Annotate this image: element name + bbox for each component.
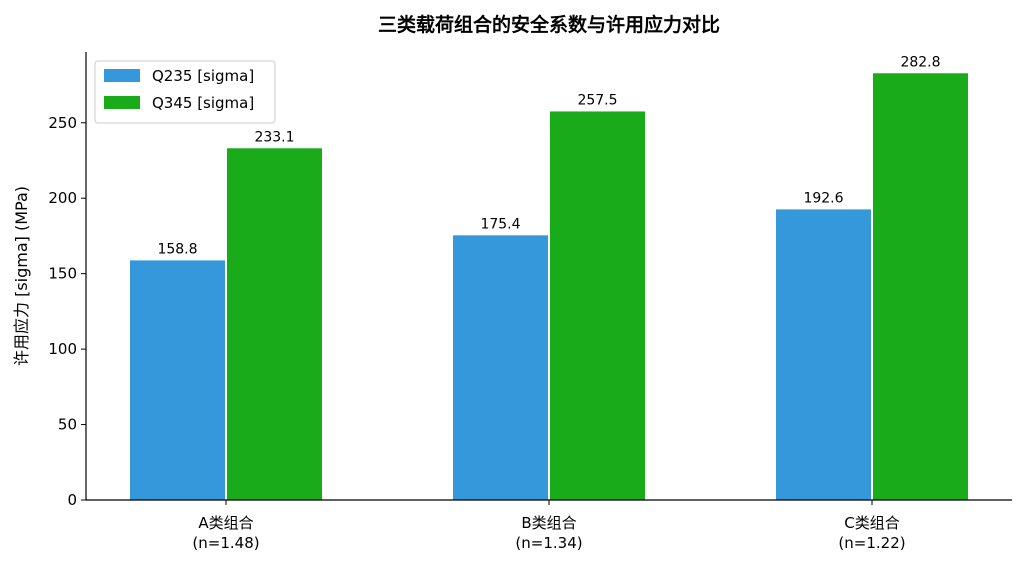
y-tick-label: 50 — [58, 416, 77, 434]
x-tick-label: (n=1.22) — [838, 534, 905, 552]
bar-series-1-3 — [776, 209, 871, 501]
bar-series-2-2 — [550, 111, 645, 501]
y-tick-label: 250 — [48, 114, 77, 132]
value-labels: 158.8 175.4 192.6 233.1 257.5 282.8 — [157, 54, 940, 257]
legend-swatch-1 — [104, 69, 140, 82]
x-tick-label: (n=1.34) — [515, 534, 582, 552]
y-tick-label: 150 — [48, 265, 77, 283]
legend-label-2: Q345 [sigma] — [152, 94, 254, 112]
y-tick-label: 200 — [48, 189, 77, 207]
y-tick-label: 100 — [48, 340, 77, 358]
bar-series-2-1 — [227, 148, 322, 500]
chart-title: 三类载荷组合的安全系数与许用应力对比 — [378, 13, 720, 36]
bars — [130, 73, 968, 501]
y-tick-label: 0 — [67, 491, 77, 509]
y-axis-label: 许用应力 [sigma] (MPa) — [12, 186, 31, 366]
value-label-series-1-3: 192.6 — [803, 190, 843, 206]
x-tick-label: A类组合 — [198, 514, 253, 532]
x-axis-ticks: A类组合 (n=1.48) B类组合 (n=1.34) C类组合 (n=1.22) — [192, 500, 906, 552]
bar-series-1-2 — [453, 235, 548, 500]
x-tick-label: B类组合 — [521, 514, 576, 532]
value-label-series-1-2: 175.4 — [480, 216, 520, 232]
value-label-series-2-1: 233.1 — [254, 129, 294, 145]
legend: Q235 [sigma] Q345 [sigma] — [94, 60, 276, 124]
value-label-series-1-1: 158.8 — [157, 241, 197, 257]
legend-swatch-2 — [104, 96, 140, 109]
bar-series-2-3 — [873, 73, 968, 500]
value-label-series-2-2: 257.5 — [577, 92, 617, 108]
x-tick-label: (n=1.48) — [192, 534, 259, 552]
legend-label-1: Q235 [sigma] — [152, 67, 254, 85]
y-axis-ticks: 0 50 100 150 200 250 — [48, 114, 86, 509]
x-tick-label: C类组合 — [844, 514, 899, 532]
value-label-series-2-3: 282.8 — [900, 54, 940, 70]
bar-series-1-1 — [130, 260, 225, 500]
